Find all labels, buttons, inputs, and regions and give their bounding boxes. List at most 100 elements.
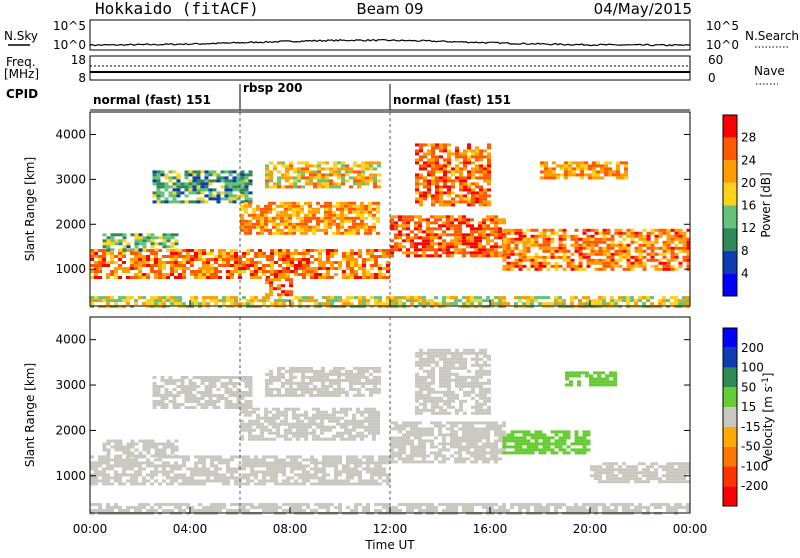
heatmap-cell: [430, 451, 434, 454]
heatmap-cell: [198, 255, 202, 258]
heatmap-cell: [475, 385, 479, 388]
heatmap-cell: [360, 423, 364, 426]
heatmap-cell: [213, 188, 217, 191]
heatmap-cell: [406, 439, 410, 442]
heatmap-cell: [382, 458, 386, 461]
heatmap-cell: [414, 451, 418, 454]
heatmap-cell: [325, 385, 329, 388]
heatmap-cell: [450, 442, 454, 445]
heatmap-cell: [378, 455, 382, 458]
heatmap-cell: [458, 221, 462, 224]
heatmap-cell: [450, 433, 454, 436]
heatmap-cell: [483, 355, 487, 358]
heatmap-cell: [402, 421, 406, 424]
heatmap-cell: [244, 423, 248, 426]
heatmap-cell: [398, 448, 402, 451]
heatmap-cell: [427, 191, 431, 194]
heatmap-cell: [289, 293, 293, 296]
heatmap-cell: [349, 385, 353, 388]
heatmap-cell: [639, 244, 643, 247]
heatmap-cell: [442, 251, 446, 254]
heatmap-cell: [194, 461, 198, 464]
heatmap-cell: [462, 215, 466, 218]
heatmap-cell: [242, 270, 246, 273]
heatmap-cell: [334, 249, 338, 252]
heatmap-cell: [270, 252, 274, 255]
heatmap-cell: [487, 391, 491, 394]
heatmap-cell: [320, 426, 324, 429]
heatmap-cell: [459, 361, 463, 364]
heatmap-cell: [447, 161, 451, 164]
heatmap-cell: [276, 211, 280, 214]
heatmap-cell: [382, 249, 386, 252]
heatmap-cell: [435, 143, 439, 146]
heatmap-cell: [229, 185, 233, 188]
heatmap-cell: [564, 170, 568, 173]
heatmap-cell: [471, 388, 475, 391]
heatmap-cell: [170, 264, 174, 267]
heatmap-cell: [663, 262, 667, 265]
heatmap-cell: [150, 264, 154, 267]
heatmap-cell: [454, 242, 458, 245]
heatmap-cell: [328, 211, 332, 214]
heatmap-cell: [376, 411, 380, 414]
heatmap-cell: [170, 296, 174, 299]
heatmap-cell: [222, 461, 226, 464]
heatmap-cell: [350, 267, 354, 270]
heatmap-cell: [374, 479, 378, 482]
heatmap-cell: [182, 258, 186, 261]
heatmap-cell: [447, 152, 451, 155]
heatmap-cell: [330, 461, 334, 464]
heatmap-cell: [314, 476, 318, 479]
heatmap-cell: [154, 470, 158, 473]
heatmap-cell: [126, 464, 130, 467]
heatmap-cell: [543, 235, 547, 238]
heatmap-cell: [282, 458, 286, 461]
heatmap-cell: [305, 367, 309, 370]
heatmap-cell: [324, 426, 328, 429]
heatmap-cell: [252, 435, 256, 438]
heatmap-cell: [494, 302, 498, 305]
heatmap-cell: [572, 167, 576, 170]
heatmap-cell: [427, 161, 431, 164]
heatmap-cell: [320, 217, 324, 220]
heatmap-cell: [463, 179, 467, 182]
heatmap-cell: [326, 464, 330, 467]
heatmap-cell: [107, 440, 111, 443]
heatmap-cell: [682, 296, 686, 299]
heatmap-cell: [317, 179, 321, 182]
heatmap-cell: [431, 355, 435, 358]
heatmap-cell: [358, 458, 362, 461]
heatmap-cell: [570, 302, 574, 305]
heatmap-cell: [667, 235, 671, 238]
heatmap-cell: [302, 470, 306, 473]
heatmap-cell: [362, 267, 366, 270]
heatmap-cell: [135, 233, 139, 236]
heatmap-cell: [313, 388, 317, 391]
heatmap-cell: [555, 247, 559, 250]
heatmap-cell: [443, 409, 447, 412]
heatmap-cell: [256, 214, 260, 217]
heatmap-cell: [378, 273, 382, 276]
heatmap-cell: [214, 302, 218, 305]
heatmap-cell: [142, 461, 146, 464]
heatmap-cell: [288, 432, 292, 435]
heatmap-cell: [107, 248, 111, 251]
heatmap-cell: [431, 361, 435, 364]
heatmap-cell: [474, 296, 478, 299]
heatmap-cell: [346, 267, 350, 270]
heatmap-cell: [254, 473, 258, 476]
heatmap-cell: [206, 467, 210, 470]
heatmap-cell: [333, 379, 337, 382]
heatmap-cell: [304, 202, 308, 205]
heatmap-cell: [360, 220, 364, 223]
heatmap-cell: [362, 479, 366, 482]
heatmap-cell: [619, 235, 623, 238]
heatmap-cell: [523, 430, 527, 433]
heatmap-cell: [515, 442, 519, 445]
heatmap-cell: [467, 382, 471, 385]
heatmap-cell: [328, 414, 332, 417]
heatmap-cell: [134, 255, 138, 258]
heatmap-cell: [542, 302, 546, 305]
heatmap-cell: [459, 155, 463, 158]
